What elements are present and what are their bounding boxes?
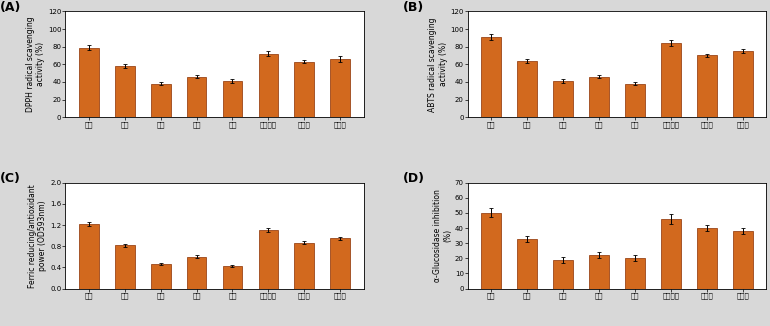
Bar bbox=[733, 51, 753, 117]
Bar bbox=[259, 230, 278, 289]
Bar bbox=[294, 243, 314, 289]
Bar bbox=[625, 84, 645, 117]
Text: (C): (C) bbox=[0, 172, 21, 185]
Bar bbox=[186, 77, 206, 117]
Bar bbox=[697, 55, 717, 117]
Y-axis label: α-Glucosidase inhibition
(%): α-Glucosidase inhibition (%) bbox=[433, 189, 452, 282]
Text: (A): (A) bbox=[0, 1, 22, 14]
Bar bbox=[661, 43, 681, 117]
Bar bbox=[186, 257, 206, 289]
Bar bbox=[330, 59, 350, 117]
Bar bbox=[223, 266, 243, 289]
Bar bbox=[589, 77, 609, 117]
Bar bbox=[330, 238, 350, 289]
Bar bbox=[517, 61, 537, 117]
Bar bbox=[589, 255, 609, 289]
Bar bbox=[481, 37, 501, 117]
Bar bbox=[625, 258, 645, 289]
Text: (D): (D) bbox=[403, 172, 424, 185]
Bar bbox=[517, 239, 537, 289]
Bar bbox=[151, 84, 170, 117]
Bar bbox=[554, 81, 573, 117]
Bar bbox=[697, 228, 717, 289]
Bar bbox=[294, 62, 314, 117]
Y-axis label: DPPH radical scavenging
activity (%): DPPH radical scavenging activity (%) bbox=[25, 17, 45, 112]
Bar bbox=[151, 264, 170, 289]
Bar bbox=[79, 224, 99, 289]
Bar bbox=[79, 48, 99, 117]
Y-axis label: ABTS radical scavenging
activity (%): ABTS radical scavenging activity (%) bbox=[428, 17, 447, 111]
Bar bbox=[661, 219, 681, 289]
Bar bbox=[259, 54, 278, 117]
Bar bbox=[115, 245, 135, 289]
Bar bbox=[733, 231, 753, 289]
Bar bbox=[223, 81, 243, 117]
Bar bbox=[481, 213, 501, 289]
Text: (B): (B) bbox=[403, 1, 424, 14]
Y-axis label: Ferric reducing/antioxidant
power (OD593nm): Ferric reducing/antioxidant power (OD593… bbox=[28, 184, 47, 288]
Bar bbox=[554, 260, 573, 289]
Bar bbox=[115, 66, 135, 117]
